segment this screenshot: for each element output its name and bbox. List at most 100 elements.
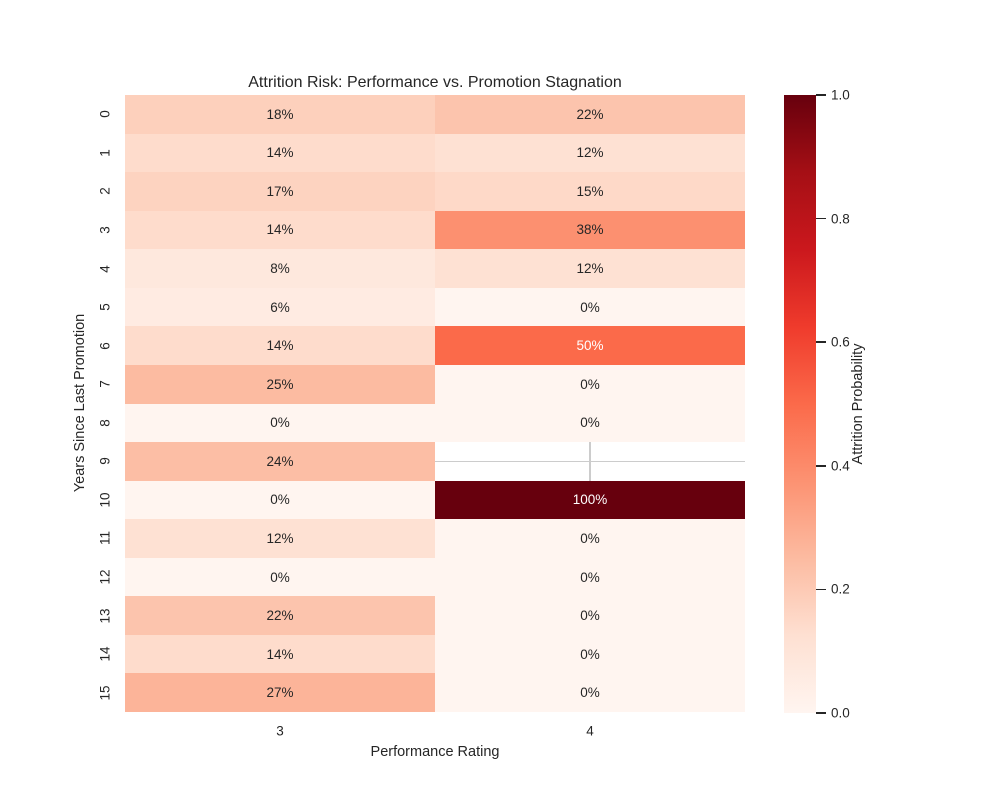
heatmap-cell: 18% <box>125 95 435 134</box>
cell-annotation: 100% <box>572 492 608 508</box>
y-tick-label: 14 <box>97 646 113 662</box>
heatmap-cell: 14% <box>125 133 435 173</box>
heatmap-cell: 12% <box>125 519 435 558</box>
cell-annotation: 24% <box>266 453 294 469</box>
y-tick-label: 10 <box>97 492 113 508</box>
heatmap-cell: 17% <box>125 172 435 211</box>
heatmap-cell: 38% <box>435 210 745 250</box>
heatmap-cell: 6% <box>125 287 435 327</box>
cell-annotation: 12% <box>576 145 604 161</box>
heatmap-cell: 22% <box>125 596 435 635</box>
cell-annotation: 12% <box>576 261 604 277</box>
y-tick-label: 4 <box>97 264 113 273</box>
y-tick-label: 6 <box>97 341 113 350</box>
heatmap-cell-missing <box>435 442 745 481</box>
colorbar-gradient <box>784 95 816 713</box>
cell-annotation: 0% <box>580 608 600 624</box>
y-tick-label: 3 <box>97 226 113 234</box>
y-tick-label: 5 <box>97 303 113 311</box>
colorbar-tick-label: 0.6 <box>831 334 850 350</box>
cell-annotation: 0% <box>580 685 600 701</box>
cell-annotation: 0% <box>580 646 600 662</box>
x-tick-label: 3 <box>276 723 284 739</box>
colorbar-tick-mark <box>816 465 826 467</box>
cell-annotation: 22% <box>576 106 604 122</box>
colorbar-tick-label: 0.4 <box>831 458 850 474</box>
colorbar-tick-mark <box>816 588 826 591</box>
chart-title: Attrition Risk: Performance vs. Promotio… <box>248 74 622 91</box>
cell-annotation: 0% <box>270 492 290 508</box>
heatmap-cell: 0% <box>435 557 745 597</box>
y-tick-label: 9 <box>97 457 113 466</box>
heatmap-cell: 27% <box>125 673 435 712</box>
y-tick-label: 0 <box>97 110 113 119</box>
cell-annotation: 14% <box>266 646 294 662</box>
colorbar-label: Attrition Probability <box>850 343 866 465</box>
heatmap-cell: 50% <box>435 326 745 365</box>
heatmap-cell: 14% <box>125 210 435 250</box>
heatmap-cell: 25% <box>125 364 435 404</box>
heatmap-cell: 0% <box>435 634 745 674</box>
colorbar-tick-label: 0.2 <box>831 581 850 597</box>
cell-annotation: 27% <box>266 685 294 701</box>
y-tick-label: 7 <box>97 380 113 388</box>
cell-annotation: 8% <box>270 261 290 277</box>
heatmap-cell: 0% <box>435 287 745 327</box>
y-tick-label: 15 <box>97 685 113 701</box>
colorbar-tick-mark <box>816 341 826 343</box>
heatmap-cell: 0% <box>435 519 745 558</box>
colorbar-tick-label: 1.0 <box>831 87 850 103</box>
heatmap-cell: 15% <box>435 172 745 211</box>
cell-annotation: 17% <box>266 183 294 199</box>
gridline-vertical <box>589 442 591 481</box>
cell-annotation: 0% <box>580 569 600 585</box>
colorbar-tick-mark <box>816 217 826 220</box>
heatmap-cell: 14% <box>125 326 435 365</box>
cell-annotation: 18% <box>266 106 294 122</box>
y-tick-label: 1 <box>97 149 113 157</box>
cell-annotation: 14% <box>266 338 294 354</box>
y-axis-label: Years Since Last Promotion <box>72 313 88 493</box>
cell-annotation: 50% <box>576 338 604 354</box>
cell-annotation: 6% <box>270 299 290 315</box>
heatmap-cell: 0% <box>125 403 435 443</box>
x-tick-label: 4 <box>586 723 594 739</box>
y-tick-label: 8 <box>97 419 113 427</box>
cell-annotation: 14% <box>266 222 294 238</box>
cell-annotation: 38% <box>576 222 604 238</box>
cell-annotation: 22% <box>266 608 294 624</box>
y-tick-label: 13 <box>97 608 113 624</box>
cell-annotation: 0% <box>580 530 600 546</box>
heatmap-cell: 0% <box>435 403 745 443</box>
heatmap-cell: 100% <box>435 480 745 520</box>
heatmap-cell: 0% <box>125 480 435 520</box>
colorbar-tick-mark <box>816 712 826 714</box>
cell-annotation: 0% <box>580 299 600 315</box>
colorbar-tick-mark <box>816 94 826 96</box>
heatmap-cell: 12% <box>435 133 745 173</box>
cell-annotation: 0% <box>580 415 600 431</box>
colorbar-tick-label: 0.8 <box>831 211 850 227</box>
heatmap-cell: 14% <box>125 634 435 674</box>
y-tick-label: 2 <box>97 187 113 196</box>
heatmap-cell: 0% <box>125 557 435 597</box>
y-tick-label: 12 <box>97 569 113 585</box>
cell-annotation: 0% <box>580 376 600 392</box>
y-tick-label: 11 <box>97 531 113 546</box>
cell-annotation: 25% <box>266 376 294 392</box>
heatmap-cell: 12% <box>435 249 745 288</box>
colorbar-tick-label: 0.0 <box>831 705 850 721</box>
heatmap-cell: 0% <box>435 364 745 404</box>
heatmap-cell: 24% <box>125 442 435 481</box>
heatmap-cell: 8% <box>125 249 435 288</box>
cell-annotation: 0% <box>270 415 290 431</box>
cell-annotation: 14% <box>266 145 294 161</box>
x-axis-label: Performance Rating <box>370 744 500 760</box>
heatmap-cell: 0% <box>435 673 745 712</box>
heatmap-plot-area: 18% 22% 14% 12% 17% 15% 14% 38% 8% 12% 6% 0% 14% 50% 2… <box>125 95 745 712</box>
cell-annotation: 0% <box>270 569 290 585</box>
cell-annotation: 12% <box>266 530 294 546</box>
heatmap-cell: 0% <box>435 596 745 635</box>
heatmap-cell: 22% <box>435 95 745 134</box>
cell-annotation: 15% <box>576 183 604 199</box>
